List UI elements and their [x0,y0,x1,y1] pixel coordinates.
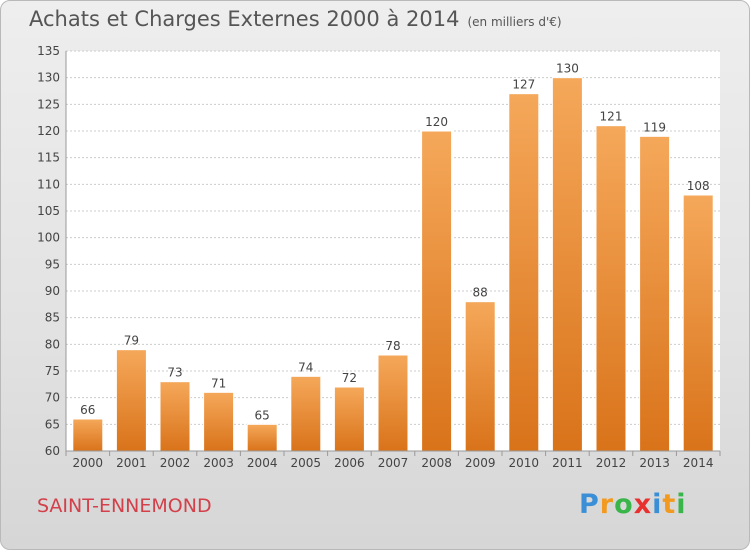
logo-letter: P [579,489,600,520]
logo-letter: o [614,489,634,520]
data-label: 74 [298,360,313,374]
data-label: 73 [167,366,182,380]
data-label: 78 [385,339,400,353]
y-tick-label: 60 [45,444,60,458]
logo-letter: t [662,489,677,520]
data-label: 65 [255,408,270,422]
proxiti-logo: Proxiti [579,489,687,520]
x-tick-label: 2002 [160,456,191,470]
y-tick-label: 110 [37,177,60,191]
x-tick-label: 2014 [683,456,714,470]
chart-title: Achats et Charges Externes 2000 à 2014 (e… [29,7,562,31]
x-tick-label: 2013 [639,456,670,470]
data-label: 108 [687,179,710,193]
bar [595,125,627,452]
y-tick-label: 85 [45,311,60,325]
bar [639,135,671,452]
data-label: 120 [425,115,448,129]
chart-title-text: Achats et Charges Externes 2000 à 2014 [29,7,460,31]
x-tick-label: 2001 [116,456,147,470]
x-tick-label: 2012 [596,456,627,470]
bar [159,381,191,452]
data-label: 88 [473,286,488,300]
y-tick-label: 65 [45,417,60,431]
data-label: 127 [512,78,535,92]
y-tick-label: 90 [45,284,60,298]
bar [464,301,496,452]
bar [246,423,278,452]
y-tick-label: 80 [45,337,60,351]
data-label: 71 [211,376,226,390]
data-label: 119 [643,120,666,134]
bar [508,93,540,452]
x-tick-label: 2004 [247,456,278,470]
bar [72,418,104,452]
bar [115,349,147,452]
data-label: 79 [124,334,139,348]
x-tick-label: 2007 [378,456,409,470]
commune-name: SAINT-ENNEMOND [37,495,212,517]
x-tick-label: 2005 [291,456,322,470]
logo-letter: r [599,489,615,520]
y-tick-label: 105 [37,204,60,218]
x-tick-label: 2009 [465,456,496,470]
x-tick-label: 2003 [203,456,234,470]
logo-letter: i [676,489,687,520]
y-tick-label: 100 [37,231,60,245]
y-tick-label: 135 [37,44,60,58]
data-label: 72 [342,371,357,385]
bar [203,391,235,452]
data-label: 130 [556,62,579,76]
x-tick-label: 2006 [334,456,365,470]
y-tick-label: 130 [37,71,60,85]
x-tick-label: 2008 [421,456,452,470]
bar [682,194,714,452]
bar [551,77,583,452]
y-tick-label: 70 [45,391,60,405]
y-tick-label: 115 [37,151,60,165]
bar [421,130,453,452]
x-tick-label: 2000 [73,456,104,470]
x-tick-label: 2011 [552,456,583,470]
logo-letter: x [633,489,653,520]
data-label: 121 [600,110,623,124]
bar [377,354,409,452]
y-tick-label: 125 [37,97,60,111]
x-tick-label: 2010 [509,456,540,470]
y-tick-label: 120 [37,124,60,138]
y-tick-label: 95 [45,257,60,271]
y-tick-label: 75 [45,364,60,378]
data-label: 66 [80,403,95,417]
chart-unit: (en milliers d'€) [467,15,562,29]
bar [333,386,365,452]
bar [290,375,322,452]
logo-letter: i [652,489,663,520]
